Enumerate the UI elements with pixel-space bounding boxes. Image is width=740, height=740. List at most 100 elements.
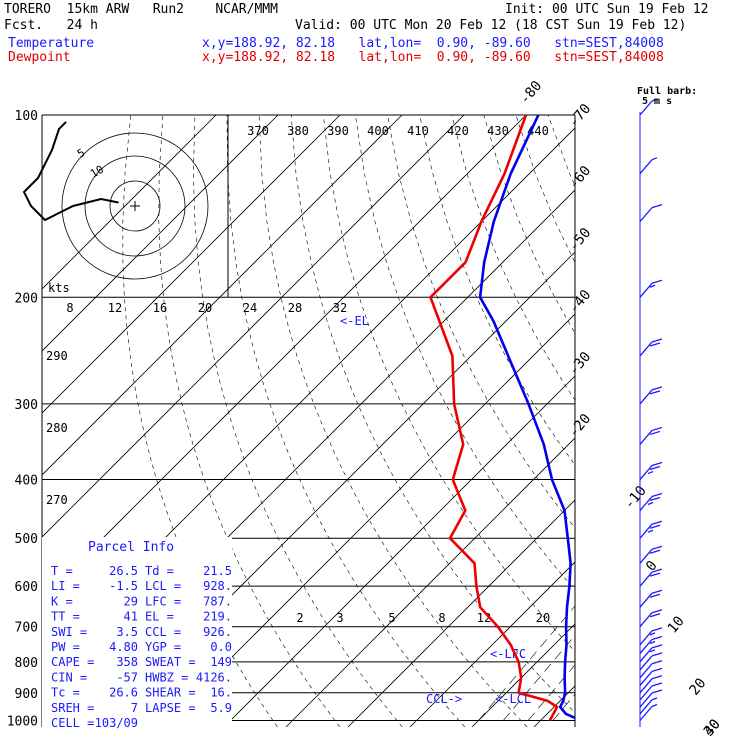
mixing-ratio-label: 20 [536, 611, 550, 625]
pressure-label: 700 [15, 621, 38, 636]
wind-barb [639, 341, 653, 357]
theta-label: 380 [287, 124, 309, 138]
pressure-label: 1000 [7, 715, 38, 730]
wind-barb-flag [651, 426, 663, 432]
moist-adiabat [578, 297, 740, 720]
isotherm [596, 115, 740, 727]
hodograph-ring [84, 155, 186, 257]
wind-barb-flag [651, 609, 663, 614]
wind-barb [639, 523, 653, 539]
temperature-profile-line [478, 115, 575, 720]
moist-adiabat [503, 634, 575, 721]
theta-label: 430 [487, 124, 509, 138]
isotherm [42, 115, 279, 352]
isotherm [161, 313, 575, 727]
parcel-info-key: SWEAT = [145, 655, 196, 669]
full-barb-label: Full barb: [637, 86, 697, 97]
upper-axis-label: 20 [198, 301, 212, 315]
dewpoint-profile-line [429, 115, 559, 722]
wind-barb [639, 612, 653, 628]
wind-barb-flag [651, 644, 663, 649]
parcel-info-key: YGP = [145, 640, 181, 654]
wind-barb [639, 655, 653, 671]
parcel-info-key: TT = [51, 610, 80, 624]
parcel-info-key: CELL = [51, 716, 94, 730]
isotherm-label: -30 [566, 349, 595, 379]
wind-barb-flag [651, 627, 663, 632]
parcel-info-value: 0.0 [210, 640, 232, 654]
parcel-info-value: 149 [210, 655, 232, 669]
isotherm-label: -80 [517, 78, 546, 108]
wind-barb [639, 430, 653, 445]
left-axis-label: 280 [46, 421, 68, 435]
parcel-info-value: 29 [124, 594, 138, 608]
moist-adiabat [527, 664, 575, 721]
parcel-info-value: 26.6 [109, 686, 138, 700]
wind-barb [639, 699, 653, 715]
isotherm-label: 20 [686, 675, 709, 698]
parcel-info-box: Parcel Info T = 26.5 Td = 21.5 LI = -1.5 LCL = 9… [42, 537, 232, 730]
isotherm [409, 561, 575, 727]
parcel-info-key: LCL = [145, 579, 181, 593]
hodograph-ring [109, 180, 161, 232]
wind-barb [639, 706, 653, 721]
hodograph-ring-label: 5 [75, 146, 87, 161]
wind-barb-flag [649, 632, 656, 636]
wind-barb-flag [651, 386, 663, 391]
wind-barb-flag [651, 697, 658, 701]
parcel-info-value: 4126. [196, 670, 232, 684]
isotherm [42, 115, 341, 414]
wind-barb [639, 496, 653, 511]
wind-barb-flag [651, 545, 663, 550]
parcel-info-key: SHEAR = [145, 686, 196, 700]
isotherm-label: -40 [566, 287, 595, 317]
parcel-info-key: LFC = [145, 594, 181, 608]
isotherm-label: -70 [566, 101, 595, 131]
theta-label: 390 [327, 124, 349, 138]
wind-barb-flag [649, 572, 661, 577]
parcel-info-title: Parcel Info [88, 540, 174, 555]
hodograph-units: kts [48, 281, 70, 295]
wind-barb-flag [649, 640, 656, 645]
isotherm [720, 115, 740, 727]
wind-barb [639, 571, 653, 587]
theta-label: 400 [367, 124, 389, 138]
wind-barb [639, 685, 653, 701]
init-time: Init: 00 UTC Sun 19 Feb 12 [505, 2, 709, 17]
isotherm-label: -60 [566, 163, 595, 193]
pressure-label: 600 [15, 580, 38, 595]
parcel-info-value: 4.80 [109, 640, 138, 654]
pressure-label: 200 [15, 291, 38, 306]
dry-adiabat [158, 115, 341, 727]
wind-barb-flag [649, 593, 661, 598]
pressure-label: 800 [15, 656, 38, 671]
parcel-info-value: 787. [203, 594, 232, 608]
left-axis-label: 270 [46, 493, 68, 507]
valid-time: Valid: 00 UTC Mon 20 Feb 12 (18 CST Sun … [295, 18, 687, 33]
wind-barb-flag [649, 496, 661, 502]
wind-barbs [639, 98, 663, 727]
parcel-info-key: CAPE = [51, 655, 94, 669]
parcel-info-value: 928. [203, 579, 232, 593]
parcel-info-key: SWI = [51, 625, 87, 639]
parcel-info-value: 7 [131, 701, 138, 715]
parcel-info-value: 103/09 [95, 716, 138, 730]
upper-axis-label: 8 [66, 301, 73, 315]
isotherm [285, 437, 575, 727]
parcel-info-key: SREH = [51, 701, 94, 715]
isotherm [42, 115, 217, 290]
parcel-info-value: 26.5 [109, 564, 138, 578]
isotherm [42, 115, 527, 600]
dry-adiabat [483, 115, 575, 334]
dry-adiabat [419, 115, 575, 466]
parcel-info-value: 16. [210, 686, 232, 700]
wind-barb [639, 548, 653, 564]
parcel-info-panel [42, 537, 232, 727]
parcel-info-key: Td = [145, 564, 174, 578]
wind-barb-flag [649, 524, 661, 529]
upper-axis-label: 24 [243, 301, 257, 315]
dewpoint-location: x,y=188.92, 82.18 lat,lon= 0.90, -89.60 … [202, 50, 664, 65]
left-axis-label: 290 [46, 349, 68, 363]
wind-barb-flag [649, 390, 661, 395]
wind-barb-flag [649, 613, 661, 618]
